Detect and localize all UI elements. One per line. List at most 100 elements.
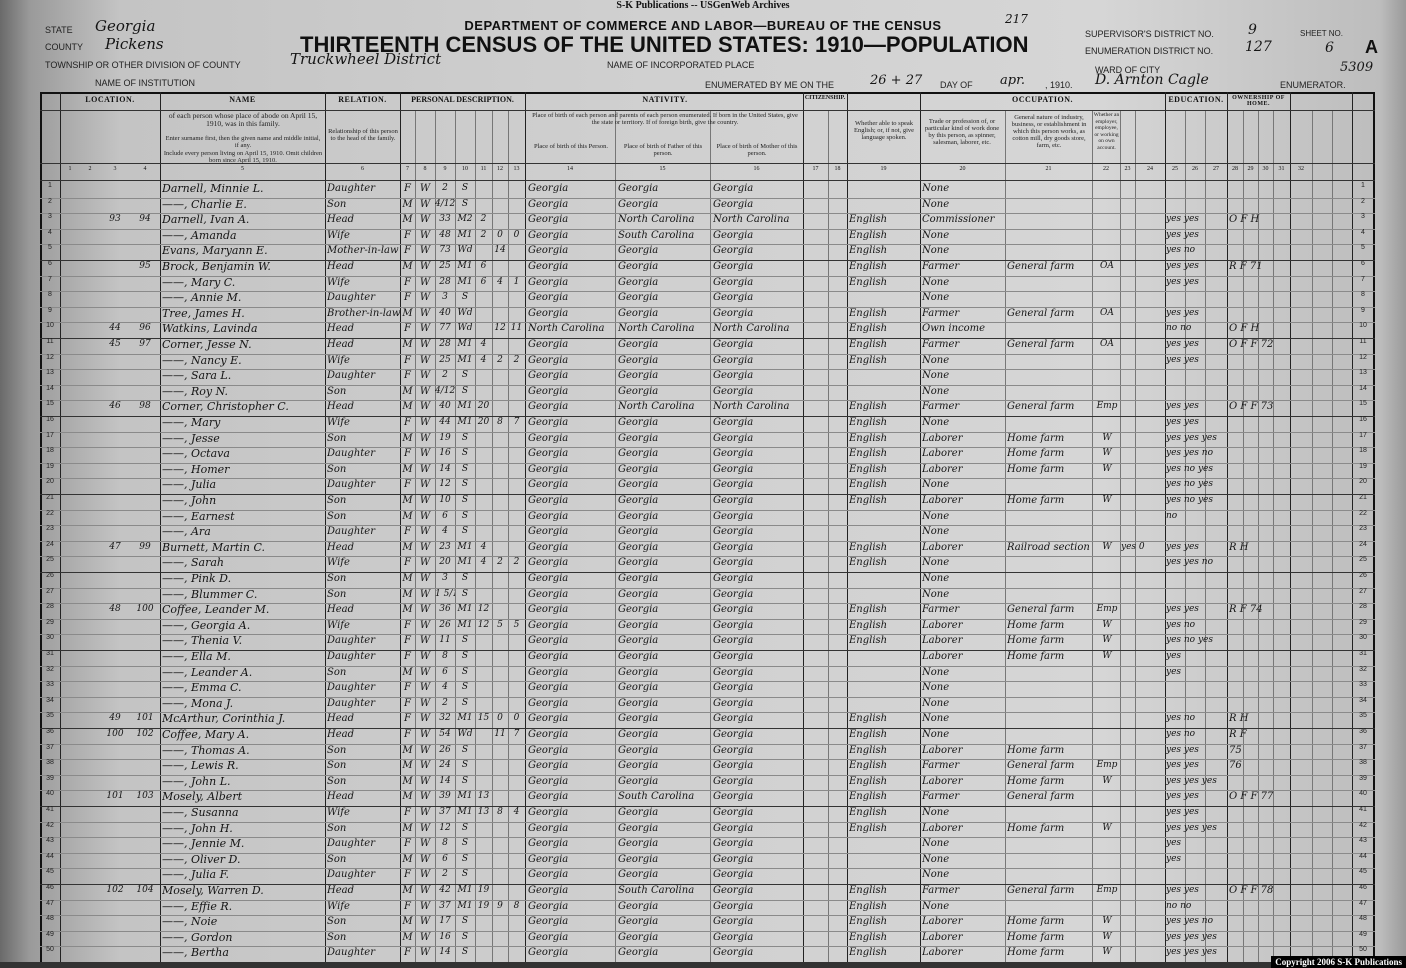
column-number: 13 bbox=[513, 166, 520, 172]
person-name: McArthur, Corinthia J. bbox=[162, 712, 286, 726]
line-number: 4 bbox=[1361, 228, 1365, 236]
sex: M bbox=[402, 510, 413, 522]
sheet-stamp: 217 bbox=[1005, 12, 1028, 26]
education: yes yes no bbox=[1166, 557, 1213, 568]
trade: Own income bbox=[922, 323, 986, 335]
person-name: ——, Mary C. bbox=[162, 275, 236, 289]
industry: Home farm bbox=[1007, 448, 1065, 460]
employer-status: W bbox=[1102, 432, 1112, 443]
person-name: ——, Effie R. bbox=[162, 899, 233, 913]
col-name-note1: Enter surname first, then the given name… bbox=[165, 135, 321, 149]
person-name: ——, Nancy E. bbox=[162, 353, 242, 367]
column-divider bbox=[1352, 92, 1353, 964]
line-number: 48 bbox=[46, 915, 54, 923]
line-number: 8 bbox=[48, 291, 52, 299]
line-number: 2 bbox=[48, 197, 52, 205]
marital-status: S bbox=[461, 183, 469, 193]
employer-status: Emp bbox=[1096, 760, 1118, 771]
birthplace: Georgia bbox=[528, 682, 569, 694]
person-name: ——, Ara bbox=[162, 525, 211, 539]
row-divider bbox=[40, 696, 1375, 698]
trade: Laborer bbox=[922, 448, 963, 460]
trade: None bbox=[922, 853, 950, 865]
row-divider bbox=[40, 478, 1375, 480]
children-living: 11 bbox=[510, 323, 523, 334]
language: English bbox=[849, 245, 888, 257]
father-birthplace: Georgia bbox=[618, 931, 659, 943]
row-divider bbox=[40, 572, 1375, 573]
children-born: 9 bbox=[497, 900, 503, 911]
mother-birthplace: Georgia bbox=[713, 245, 754, 257]
trade: None bbox=[922, 807, 950, 818]
mother-birthplace: Georgia bbox=[713, 682, 754, 694]
father-birthplace: Georgia bbox=[618, 619, 659, 631]
person-name: ——, Julia F. bbox=[162, 868, 229, 882]
sex: F bbox=[404, 869, 411, 881]
children-living: 4 bbox=[513, 807, 520, 817]
dwelling-number: 48 bbox=[109, 604, 121, 615]
marital-status: S bbox=[461, 370, 469, 381]
birthplace: Georgia bbox=[528, 651, 569, 662]
birthplace: Georgia bbox=[528, 526, 569, 538]
race: W bbox=[419, 245, 431, 257]
row-divider bbox=[40, 774, 1375, 776]
trade: Laborer bbox=[922, 635, 963, 647]
enumeration-district-value: 127 bbox=[1245, 39, 1272, 55]
family-number: 94 bbox=[139, 214, 151, 225]
trade: Farmer bbox=[922, 401, 960, 413]
line-number: 39 bbox=[1359, 774, 1367, 782]
person-name: Watkins, Lavinda bbox=[162, 322, 258, 336]
birthplace: Georgia bbox=[528, 401, 569, 413]
marital-status: S bbox=[461, 495, 469, 505]
person-name: ——, Emma C. bbox=[162, 681, 242, 695]
column-number: 25 bbox=[1172, 166, 1178, 172]
relation: Wife bbox=[327, 417, 350, 428]
marital-status: S bbox=[461, 526, 469, 537]
sex: F bbox=[404, 276, 411, 288]
marital-status: S bbox=[461, 448, 469, 459]
sex: F bbox=[404, 619, 411, 631]
education: no bbox=[1166, 510, 1178, 521]
race: W bbox=[419, 619, 431, 631]
birthplace: Georgia bbox=[528, 463, 569, 475]
race: W bbox=[419, 432, 431, 444]
age: 11 bbox=[439, 635, 451, 646]
line-number: 38 bbox=[1359, 759, 1367, 767]
mother-birthplace: Georgia bbox=[713, 916, 754, 928]
mother-birthplace: Georgia bbox=[713, 775, 754, 787]
dwelling-number: 100 bbox=[106, 729, 124, 739]
race: W bbox=[419, 682, 431, 694]
line-number: 15 bbox=[1359, 400, 1367, 408]
children-living: 2 bbox=[513, 557, 520, 568]
relation: Brother-in-law bbox=[327, 307, 400, 319]
line-number: 32 bbox=[46, 665, 54, 673]
age: 39 bbox=[439, 791, 451, 802]
col-employer: Whether an employer, employee, or workin… bbox=[1093, 112, 1120, 151]
line-number: 40 bbox=[46, 790, 54, 798]
person-name: ——, Jennie M. bbox=[162, 837, 245, 851]
trade: Farmer bbox=[922, 885, 960, 896]
age: 4/12 bbox=[435, 198, 455, 209]
trade: None bbox=[922, 697, 950, 709]
home-ownership: R F 74 bbox=[1229, 604, 1263, 616]
race: W bbox=[419, 526, 431, 538]
trade: None bbox=[922, 183, 950, 194]
column-divider bbox=[455, 110, 456, 964]
line-number: 47 bbox=[46, 899, 54, 907]
line-number: 36 bbox=[46, 728, 54, 735]
column-divider bbox=[492, 110, 493, 964]
row-divider bbox=[40, 743, 1375, 745]
education: yes no yes bbox=[1166, 463, 1213, 474]
marital-status: S bbox=[461, 385, 469, 396]
age: 44 bbox=[439, 417, 451, 427]
industry: Home farm bbox=[1007, 432, 1065, 444]
age: 77 bbox=[439, 323, 451, 334]
father-birthplace: Georgia bbox=[618, 370, 659, 382]
birthplace: Georgia bbox=[528, 229, 569, 241]
enumeration-year: , 1910. bbox=[1045, 80, 1073, 90]
education: yes no yes bbox=[1166, 635, 1213, 646]
education: yes yes bbox=[1166, 401, 1199, 412]
mother-birthplace: Georgia bbox=[713, 729, 754, 740]
column-divider bbox=[803, 92, 804, 964]
age: 26 bbox=[439, 619, 451, 630]
